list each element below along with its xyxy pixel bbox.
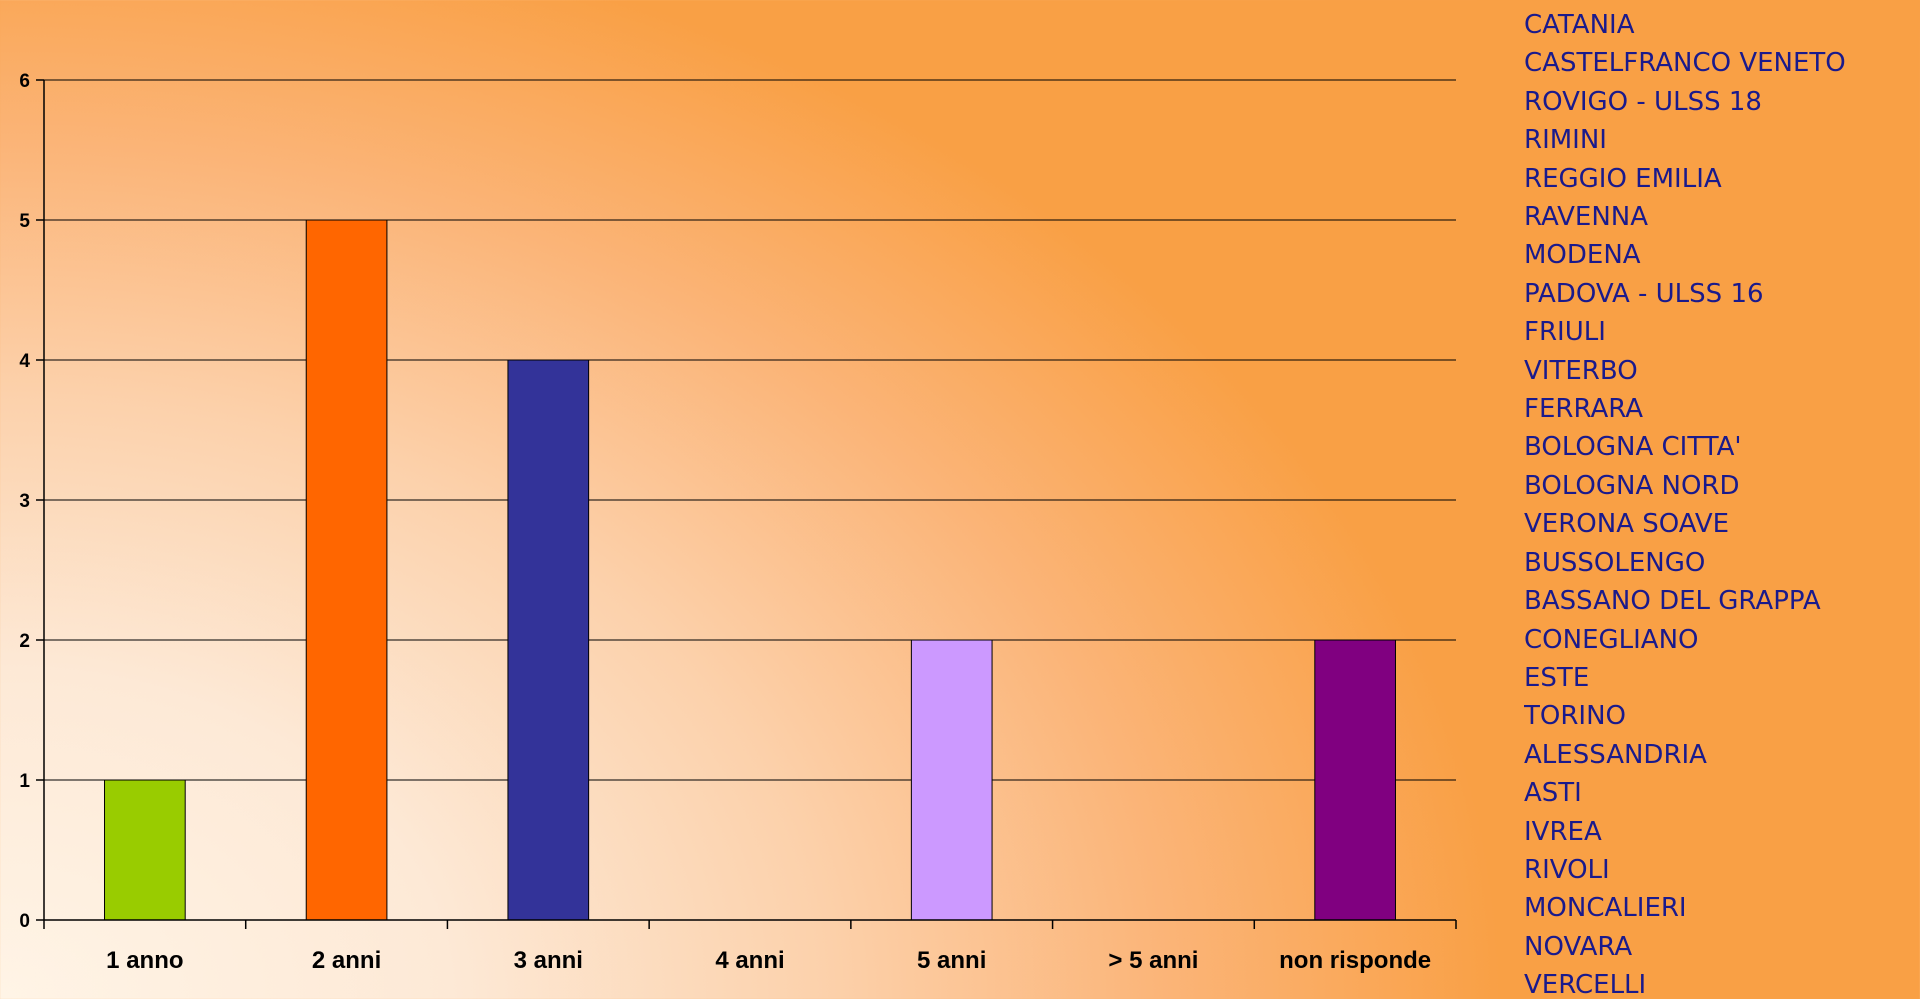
legend-entry: ESTE [1524, 662, 1590, 693]
legend: CATANIA CASTELFRANCO VENETO ROVIGO - ULSS … [1524, 6, 1916, 999]
bar [507, 359, 590, 921]
legend-entry: ROVIGO - ULSS 18 [1524, 86, 1762, 117]
legend-entry: VERONA SOAVE [1524, 509, 1730, 540]
legend-entry: VERCELLI [1524, 970, 1647, 999]
x-tick-label: 5 anni [917, 947, 986, 974]
legend-entry: REGGIO EMILIA [1524, 163, 1722, 194]
legend-entry: FRIULI [1524, 317, 1606, 348]
legend-entry: CONEGLIANO [1524, 624, 1699, 655]
bars [104, 219, 1396, 921]
legend-entry: VITERBO [1524, 355, 1638, 386]
legend-entry: TORINO [1524, 701, 1626, 732]
y-tick-labels: 0 1 2 3 4 5 6 [19, 71, 30, 932]
legend-entry: RIMINI [1524, 125, 1607, 156]
legend-entry: MODENA [1524, 240, 1641, 271]
x-tick-label: > 5 anni [1108, 947, 1198, 974]
legend-entry: BOLOGNA NORD [1524, 470, 1740, 501]
bar [1314, 639, 1396, 921]
y-tick-label: 6 [19, 71, 30, 92]
x-tick-label: 2 anni [312, 947, 381, 974]
axes [43, 80, 1456, 921]
y-tick-label: 4 [19, 351, 30, 372]
gridlines [36, 79, 1457, 929]
bar [305, 219, 388, 921]
y-tick-label: 0 [19, 911, 30, 932]
legend-entry: FERRARA [1524, 394, 1644, 425]
x-tick-labels: 1 anno 2 anni 3 anni 4 anni 5 anni > 5 anni no… [106, 947, 1431, 974]
legend-entry: RIVOLI [1524, 854, 1610, 885]
x-tick-label: non risponde [1279, 947, 1431, 974]
bar [104, 779, 186, 921]
y-tick-label: 5 [19, 211, 30, 232]
legend-entry: RAVENNA [1524, 202, 1649, 233]
x-tick-label: 4 anni [715, 947, 784, 974]
legend-entry: BASSANO DEL GRAPPA [1524, 586, 1821, 617]
legend-entry: CASTELFRANCO VENETO [1524, 48, 1846, 79]
legend-entry: ALESSANDRIA [1524, 739, 1707, 770]
legend-entry: ASTI [1524, 778, 1582, 809]
x-tick-label: 3 anni [514, 947, 583, 974]
legend-entry: BOLOGNA CITTA' [1524, 432, 1742, 463]
legend-entry: BUSSOLENGO [1524, 547, 1706, 578]
legend-entry: NOVARA [1524, 931, 1633, 962]
y-tick-label: 2 [19, 631, 30, 652]
legend-entry: MONCALIERI [1524, 893, 1687, 924]
legend-entry: CATANIA [1524, 10, 1635, 40]
y-tick-label: 3 [19, 491, 30, 512]
bar-chart: 0 1 2 3 4 5 6 1 anno 2 anni 3 anni 4 anni 5 anni > … [19, 71, 1457, 974]
y-tick-label: 1 [19, 771, 30, 792]
bar [910, 639, 993, 921]
x-tick-label: 1 anno [106, 947, 183, 974]
legend-entry: PADOVA - ULSS 16 [1524, 278, 1764, 309]
legend-entry: IVREA [1524, 816, 1602, 847]
